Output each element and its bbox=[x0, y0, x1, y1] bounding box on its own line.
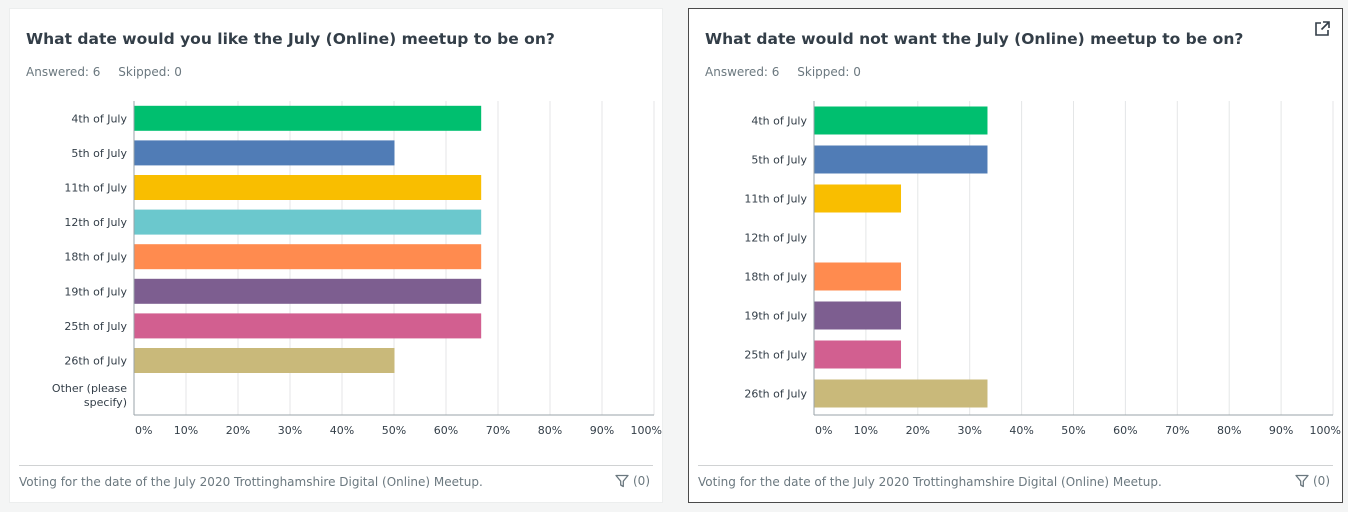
category-label: Other (please bbox=[52, 382, 127, 395]
category-label: 18th of July bbox=[64, 251, 127, 264]
bar[interactable] bbox=[134, 313, 482, 339]
x-tick-label: 90% bbox=[1269, 424, 1293, 437]
filter-icon bbox=[615, 474, 629, 488]
external-link-icon[interactable] bbox=[1313, 20, 1331, 38]
x-tick-label: 70% bbox=[486, 424, 510, 437]
bar[interactable] bbox=[814, 145, 988, 174]
x-tick-label: 20% bbox=[226, 424, 250, 437]
x-tick-label: 0% bbox=[815, 424, 832, 437]
category-label: 18th of July bbox=[744, 271, 807, 284]
category-label: 4th of July bbox=[71, 112, 127, 125]
question-title: What date would not want the July (Onlin… bbox=[705, 30, 1244, 48]
filter-count: (0) bbox=[633, 474, 650, 488]
skipped-count: Skipped: 0 bbox=[797, 65, 861, 79]
x-tick-label: 60% bbox=[434, 424, 458, 437]
x-tick-label: 10% bbox=[854, 424, 878, 437]
category-label: 5th of July bbox=[71, 147, 127, 160]
x-tick-label: 40% bbox=[1009, 424, 1033, 437]
x-tick-label: 90% bbox=[590, 424, 614, 437]
category-label: 19th of July bbox=[64, 285, 127, 298]
category-label: specify) bbox=[84, 396, 127, 409]
x-tick-label: 10% bbox=[174, 424, 198, 437]
x-tick-label: 80% bbox=[538, 424, 562, 437]
bar[interactable] bbox=[814, 301, 902, 330]
bar[interactable] bbox=[814, 340, 902, 369]
bar[interactable] bbox=[134, 348, 395, 373]
divider bbox=[698, 465, 1333, 466]
x-tick-label: 30% bbox=[957, 424, 981, 437]
filter-button[interactable]: (0) bbox=[1295, 474, 1330, 488]
filter-button[interactable]: (0) bbox=[615, 474, 650, 488]
category-label: 26th of July bbox=[64, 355, 127, 368]
category-label: 26th of July bbox=[744, 388, 807, 401]
bar[interactable] bbox=[134, 244, 482, 270]
category-label: 19th of July bbox=[744, 310, 807, 323]
bar[interactable] bbox=[814, 379, 988, 408]
question-description: Voting for the date of the July 2020 Tro… bbox=[698, 475, 1162, 489]
response-stats: Answered: 6 Skipped: 0 bbox=[705, 65, 875, 79]
category-label: 12th of July bbox=[744, 232, 807, 245]
skipped-count: Skipped: 0 bbox=[118, 65, 182, 79]
x-tick-label: 80% bbox=[1217, 424, 1241, 437]
question-title: What date would you like the July (Onlin… bbox=[26, 30, 555, 48]
bar[interactable] bbox=[814, 184, 902, 213]
category-label: 12th of July bbox=[64, 216, 127, 229]
category-label: 4th of July bbox=[751, 115, 807, 128]
x-tick-label: 100% bbox=[631, 424, 662, 437]
x-tick-label: 100% bbox=[1310, 424, 1341, 437]
bar[interactable] bbox=[134, 175, 482, 200]
x-tick-label: 50% bbox=[1061, 424, 1085, 437]
answered-count: Answered: 6 bbox=[26, 65, 101, 79]
category-label: 11th of July bbox=[64, 182, 127, 195]
bar[interactable] bbox=[134, 105, 482, 131]
bar[interactable] bbox=[134, 140, 395, 166]
divider bbox=[19, 465, 653, 466]
bar[interactable] bbox=[814, 262, 902, 291]
x-tick-label: 60% bbox=[1113, 424, 1137, 437]
category-label: 5th of July bbox=[751, 154, 807, 167]
bar-chart: 0% 10% 20% 30% 40% 50% 60% 70% 80% 90% 100% 4th of … bbox=[52, 101, 662, 437]
x-tick-label: 20% bbox=[906, 424, 930, 437]
x-tick-label: 70% bbox=[1165, 424, 1189, 437]
x-tick-label: 40% bbox=[330, 424, 354, 437]
bar-chart: 0% 10% 20% 30% 40% 50% 60% 70% 80% 90% 100% 4th of … bbox=[744, 101, 1341, 437]
question-card-2: What date would not want the July (Onlin… bbox=[688, 8, 1343, 503]
answered-count: Answered: 6 bbox=[705, 65, 780, 79]
bar[interactable] bbox=[134, 278, 482, 304]
bar[interactable] bbox=[814, 106, 988, 135]
filter-count: (0) bbox=[1313, 474, 1330, 488]
x-tick-label: 0% bbox=[135, 424, 152, 437]
category-label: 11th of July bbox=[744, 193, 807, 206]
category-label: 25th of July bbox=[64, 320, 127, 333]
x-tick-label: 50% bbox=[382, 424, 406, 437]
x-tick-label: 30% bbox=[278, 424, 302, 437]
question-card-1: What date would you like the July (Onlin… bbox=[9, 8, 663, 503]
question-description: Voting for the date of the July 2020 Tro… bbox=[19, 475, 483, 489]
bar[interactable] bbox=[134, 209, 482, 235]
response-stats: Answered: 6 Skipped: 0 bbox=[26, 65, 196, 79]
category-label: 25th of July bbox=[744, 349, 807, 362]
filter-icon bbox=[1295, 474, 1309, 488]
